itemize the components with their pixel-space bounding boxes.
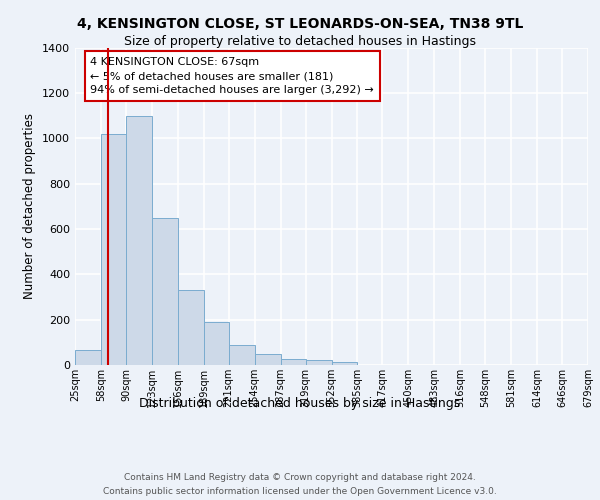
Text: Contains HM Land Registry data © Crown copyright and database right 2024.: Contains HM Land Registry data © Crown c… [124, 472, 476, 482]
Bar [152, 218, 178, 365]
Bar [281, 360, 305, 365]
Bar [101, 134, 126, 365]
Bar [178, 290, 203, 365]
Text: 4 KENSINGTON CLOSE: 67sqm
← 5% of detached houses are smaller (181)
94% of semi-: 4 KENSINGTON CLOSE: 67sqm ← 5% of detach… [91, 57, 374, 95]
Y-axis label: Number of detached properties: Number of detached properties [23, 114, 37, 299]
Text: Size of property relative to detached houses in Hastings: Size of property relative to detached ho… [124, 35, 476, 48]
Text: Contains public sector information licensed under the Open Government Licence v3: Contains public sector information licen… [103, 486, 497, 496]
Bar [126, 116, 152, 365]
Bar [305, 360, 331, 365]
Bar [75, 350, 101, 365]
Bar [254, 354, 281, 365]
Text: 4, KENSINGTON CLOSE, ST LEONARDS-ON-SEA, TN38 9TL: 4, KENSINGTON CLOSE, ST LEONARDS-ON-SEA,… [77, 18, 523, 32]
Bar [229, 344, 254, 365]
Text: Distribution of detached houses by size in Hastings: Distribution of detached houses by size … [139, 398, 461, 410]
Bar [331, 362, 358, 365]
Bar [203, 322, 229, 365]
